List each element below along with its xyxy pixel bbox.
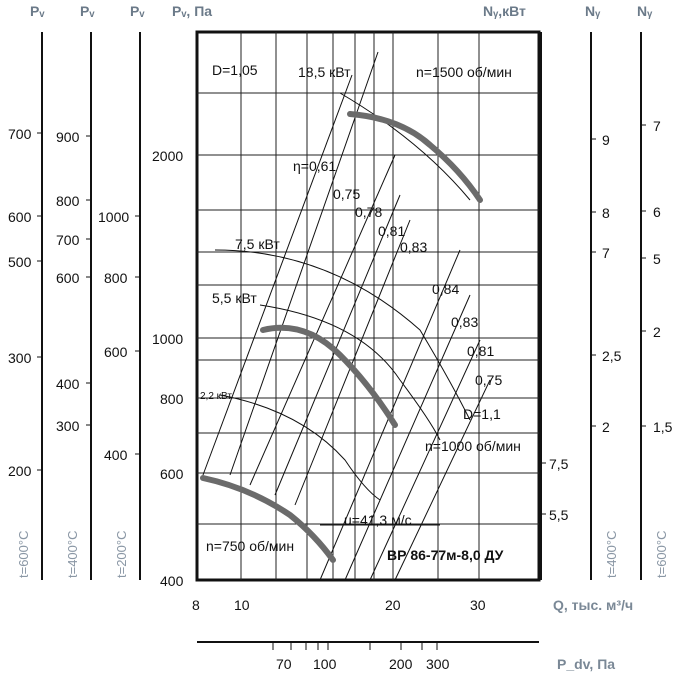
x-tick-label: 30 [470,597,486,613]
velocity-label: u=41,3 м/с [344,512,412,528]
tick-label: 900 [56,129,80,145]
power-arcs [214,92,471,526]
tick-label: 700 [8,126,32,142]
power-label-7-5: 7,5 кВт [235,236,280,252]
tick-label: 300 [8,350,32,366]
temp-label-600c-right: t=600°C [654,531,669,578]
tick-label: 800 [104,270,128,286]
left-scale-ticks [37,132,140,471]
right-scale-title-600c: Nᵧ [637,3,653,19]
pdv-tick-label: 70 [276,656,292,672]
efficiency-label-061: η=0,61 [293,158,336,174]
left-scale-title-600c: Pᵥ [30,3,45,19]
temp-label-400c-right: t=400°C [604,531,619,578]
tick-label: 7 [653,118,661,134]
diameter-label-11: D=1,1 [463,406,501,422]
tick-label: 1000 [98,209,129,225]
pdv-tick-label: 100 [313,656,337,672]
efficiency-label-075b: 0,75 [475,372,502,388]
y-axis-title: Pᵥ, Па [172,3,212,19]
tick-label: 2,5 [602,348,622,364]
series-line-n1000 [260,324,398,428]
tick-label: 7 [602,245,610,261]
tick-label: 600 [104,344,128,360]
temp-label-600c-left: t=600°C [16,531,31,578]
y-tick-label: 1000 [152,331,183,347]
tick-label: 2 [602,419,610,435]
pdv-tick-label: 200 [389,656,413,672]
tick-label: 800 [56,193,80,209]
pdv-ticks [272,642,438,650]
tick-label: 600 [56,270,80,286]
tick-label: 5,5 [549,507,569,523]
tick-label: 700 [56,232,80,248]
efficiency-label-081: 0,81 [378,223,405,239]
tick-label: 400 [104,447,128,463]
tick-label: 7,5 [549,456,569,472]
y-tick-label: 800 [160,391,184,407]
tick-label: 300 [56,418,80,434]
tick-label: 6 [653,204,661,220]
tick-label: 1,5 [653,419,673,435]
x-tick-label: 8 [192,597,200,613]
h-gridlines [197,92,539,525]
right-scale-title-400c: Nᵧ [585,3,601,19]
speed-label-750: n=750 об/мин [206,538,294,554]
tick-label: 5 [653,251,661,267]
y-tick-label: 400 [160,573,184,589]
efficiency-label-084: 0,84 [432,281,459,297]
pdv-axis-title: P_dv, Па [557,656,615,672]
model-label: ВР 86-77м-8,0 ДУ [387,547,504,563]
right-scale-title-ny-kw: Nᵧ,кВт [483,3,526,19]
pdv-tick-label: 300 [426,656,450,672]
x-axis-title: Q, тыс. м³/ч [553,597,633,613]
y-tick-label: 2000 [152,148,183,164]
tick-label: 600 [8,209,32,225]
tick-label: 400 [56,376,80,392]
power-label-5-5: 5,5 кВт [212,290,257,306]
tick-label: 8 [602,205,610,221]
speed-label-1000: n=1000 об/мин [425,438,521,454]
tick-label: 9 [602,132,610,148]
temp-label-200c-left: t=200°C [114,531,129,578]
efficiency-label-078: 0,78 [355,204,382,220]
series-line-n1500 [347,111,483,203]
left-scale-title-400c: Pᵥ [80,3,95,19]
left-scale-title-200c: Pᵥ [130,3,145,19]
x-tick-label: 20 [385,597,401,613]
series-line-n750 [200,475,336,563]
temp-label-400c-left: t=400°C [65,531,80,578]
efficiency-label-083b: 0,83 [451,314,478,330]
tick-label: 200 [8,463,32,479]
y-tick-label: 600 [160,466,184,482]
efficiency-lines [202,51,491,581]
efficiency-label-083: 0,83 [400,239,427,255]
power-label-2-2: 2,2 кВт [200,391,232,402]
x-tick-label: 10 [234,597,250,613]
power-label-18-5: 18,5 кВт [298,64,351,80]
tick-label: 500 [8,254,32,270]
speed-label-1500: n=1500 об/мин [416,64,512,80]
efficiency-label-075: 0,75 [333,186,360,202]
diameter-label-105: D=1,05 [212,62,258,78]
tick-label: 2 [653,324,661,340]
right-scale-ticks [541,124,646,515]
efficiency-label-081b: 0,81 [467,343,494,359]
plot-frame [195,30,541,582]
